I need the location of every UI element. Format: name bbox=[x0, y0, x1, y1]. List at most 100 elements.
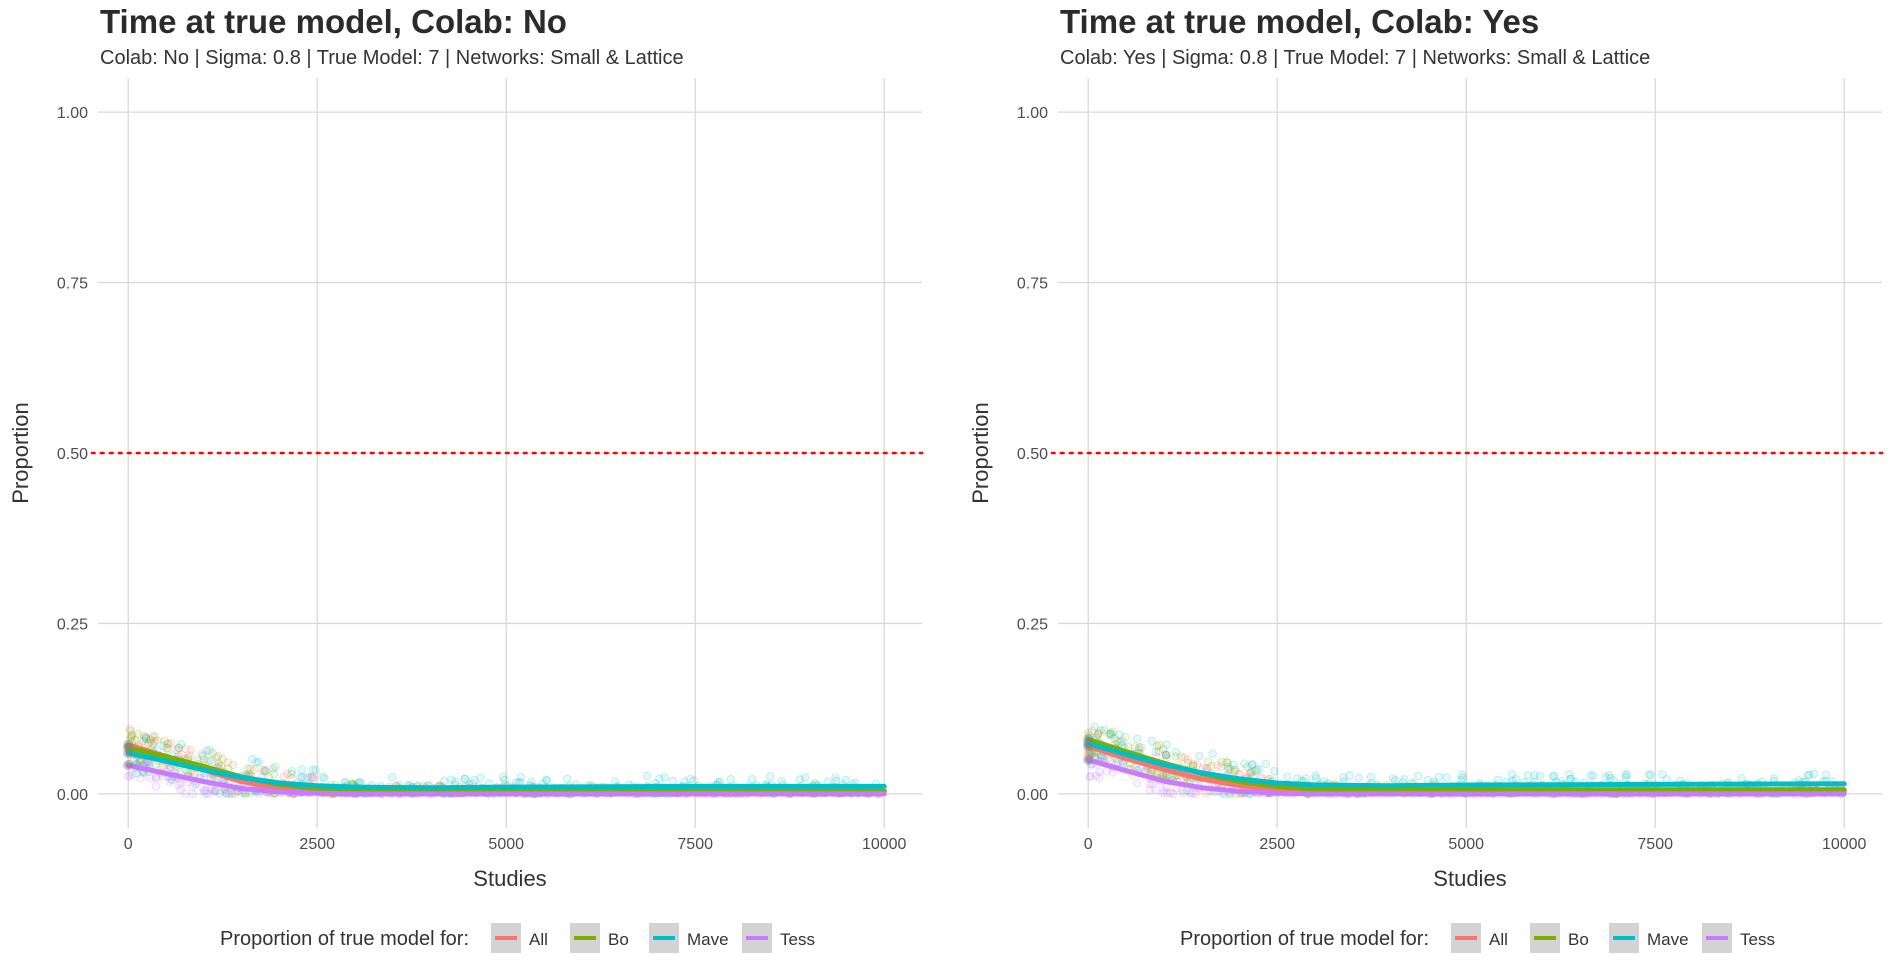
data-point bbox=[165, 777, 175, 787]
data-point bbox=[1091, 771, 1101, 781]
data-point bbox=[1223, 762, 1233, 772]
data-point bbox=[305, 772, 315, 782]
data-point bbox=[125, 724, 135, 733]
data-point bbox=[214, 759, 224, 768]
data-point bbox=[1270, 766, 1279, 776]
data-point bbox=[686, 774, 695, 784]
data-point bbox=[163, 739, 173, 749]
series-line-mave bbox=[1085, 741, 1847, 789]
data-point bbox=[1223, 758, 1232, 767]
data-point bbox=[243, 764, 252, 774]
x-axis-title: Studies bbox=[1433, 866, 1506, 891]
data-point bbox=[198, 751, 208, 761]
data-point bbox=[174, 780, 183, 790]
data-point bbox=[201, 786, 210, 795]
data-point bbox=[1390, 775, 1400, 785]
data-point bbox=[1589, 771, 1598, 780]
data-point bbox=[1217, 757, 1227, 767]
data-point bbox=[1096, 726, 1105, 735]
data-point bbox=[1188, 759, 1198, 769]
data-point bbox=[1161, 750, 1171, 760]
data-point bbox=[1135, 742, 1144, 752]
data-point bbox=[1104, 729, 1114, 739]
data-point bbox=[213, 751, 223, 761]
data-point bbox=[126, 732, 136, 742]
data-point bbox=[1159, 744, 1168, 754]
data-point bbox=[228, 760, 238, 770]
data-point bbox=[1093, 730, 1103, 740]
data-point bbox=[1458, 773, 1468, 783]
series-lines bbox=[1083, 734, 1847, 797]
data-point bbox=[1145, 785, 1155, 795]
data-point bbox=[130, 735, 140, 745]
legend-item-bo: Bo bbox=[1530, 923, 1589, 953]
data-point bbox=[167, 738, 176, 748]
data-point bbox=[1809, 769, 1818, 779]
data-point bbox=[144, 738, 154, 748]
data-point bbox=[181, 744, 191, 754]
data-point bbox=[1162, 750, 1171, 760]
data-point bbox=[1162, 788, 1172, 798]
data-point bbox=[1154, 740, 1164, 750]
data-point bbox=[1230, 767, 1240, 776]
data-point bbox=[141, 733, 151, 742]
data-point bbox=[1606, 773, 1615, 783]
legend-label: All bbox=[1489, 930, 1508, 949]
data-point bbox=[1254, 765, 1264, 774]
data-point bbox=[150, 732, 160, 741]
data-point bbox=[1354, 773, 1364, 783]
x-tick-label: 5000 bbox=[488, 836, 524, 853]
data-point bbox=[298, 772, 307, 782]
x-tick-label: 10000 bbox=[1822, 836, 1867, 853]
data-point bbox=[1247, 760, 1257, 770]
data-point bbox=[1090, 722, 1099, 732]
data-point bbox=[151, 782, 161, 791]
data-point bbox=[138, 736, 148, 746]
data-point bbox=[287, 769, 296, 779]
data-point bbox=[1248, 760, 1257, 769]
data-point bbox=[271, 762, 280, 771]
data-point bbox=[1601, 772, 1611, 782]
data-point bbox=[279, 772, 288, 782]
y-axis-title: Proportion bbox=[968, 402, 993, 504]
data-point bbox=[163, 739, 172, 749]
data-point bbox=[1240, 759, 1249, 768]
y-tick-label: 0.25 bbox=[1017, 616, 1048, 633]
legend-label: Tess bbox=[780, 930, 815, 949]
data-point bbox=[1106, 729, 1116, 738]
legend-item-bo: Bo bbox=[570, 923, 629, 953]
x-tick-label: 10000 bbox=[862, 836, 907, 853]
x-tick-label: 0 bbox=[1084, 836, 1093, 853]
data-point bbox=[1147, 736, 1157, 746]
y-tick-label: 0.75 bbox=[57, 276, 88, 293]
x-tick-label: 2500 bbox=[299, 836, 335, 853]
data-point bbox=[307, 772, 317, 782]
data-point bbox=[1088, 726, 1097, 736]
y-tick-label: 0.75 bbox=[1017, 276, 1048, 293]
data-point bbox=[1803, 770, 1813, 780]
data-point bbox=[1366, 772, 1376, 782]
data-point bbox=[447, 775, 456, 784]
data-point bbox=[282, 769, 292, 779]
series-line-tess bbox=[125, 762, 887, 797]
data-point bbox=[726, 774, 736, 784]
legend-item-mave: Mave bbox=[1609, 923, 1689, 953]
legend-label: Mave bbox=[687, 930, 729, 949]
data-point bbox=[1737, 773, 1746, 783]
data-point bbox=[500, 775, 509, 785]
data-point bbox=[1180, 753, 1189, 762]
data-point bbox=[642, 771, 652, 781]
data-point bbox=[222, 788, 232, 798]
data-point bbox=[1158, 788, 1168, 798]
data-point bbox=[205, 745, 214, 755]
data-point bbox=[1224, 765, 1233, 774]
data-point bbox=[1282, 772, 1292, 782]
data-point bbox=[247, 754, 257, 764]
x-tick-label: 0 bbox=[124, 836, 133, 853]
chart-subtitle: Colab: Yes | Sigma: 0.8 | True Model: 7 … bbox=[1060, 47, 1650, 69]
data-point bbox=[218, 754, 227, 764]
data-point bbox=[181, 789, 191, 799]
data-point bbox=[1311, 771, 1320, 780]
data-point bbox=[765, 771, 775, 781]
data-point bbox=[211, 786, 221, 796]
